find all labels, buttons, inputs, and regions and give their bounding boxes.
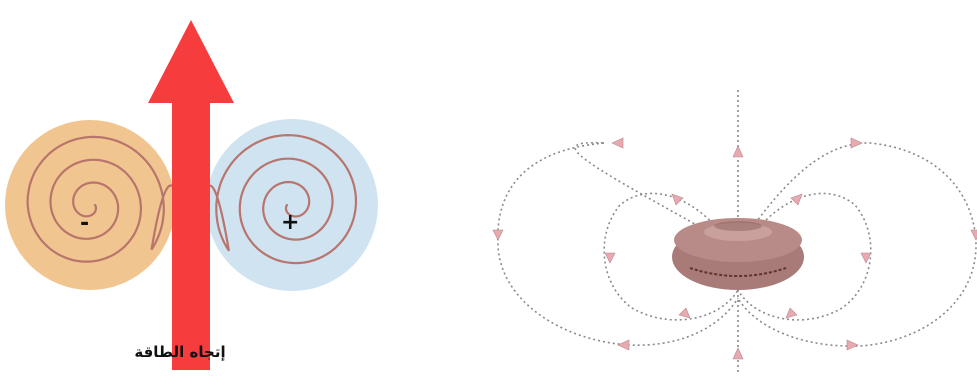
- energy-direction-caption: إتجاه الطاقة: [134, 343, 226, 361]
- left-panel: - +: [5, 20, 378, 370]
- positive-vortex-disc: [206, 119, 378, 291]
- negative-vortex-spiral: [26, 135, 182, 263]
- negative-vortex-disc: [5, 120, 175, 290]
- positive-vortex-spiral: [200, 133, 358, 265]
- field-line-outer-left: [496, 141, 739, 346]
- up-arrow-icon: [148, 20, 234, 370]
- positive-sign: +: [281, 210, 299, 235]
- negative-sign: -: [80, 211, 89, 236]
- field-arrowheads: [492, 137, 977, 360]
- right-panel: [492, 90, 977, 372]
- torus-magnet: [672, 218, 804, 290]
